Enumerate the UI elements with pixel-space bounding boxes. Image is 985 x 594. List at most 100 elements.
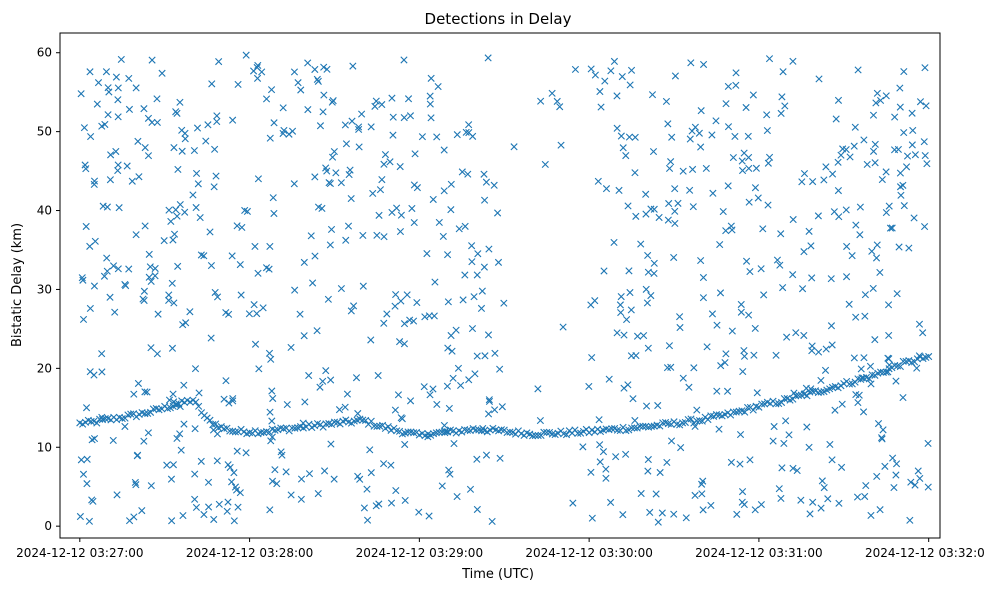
data-point (328, 98, 336, 106)
data-point (458, 168, 466, 176)
data-point (88, 496, 96, 504)
data-point (287, 343, 295, 352)
data-point (817, 504, 825, 512)
data-point (211, 145, 219, 153)
data-point (837, 463, 846, 471)
data-point (372, 97, 380, 105)
data-point (343, 390, 352, 398)
data-point (480, 170, 488, 178)
data-point (740, 352, 749, 360)
data-point (892, 460, 901, 468)
data-point (220, 425, 228, 433)
data-point (724, 182, 732, 190)
data-point (285, 130, 293, 138)
data-point (871, 336, 879, 344)
data-point (238, 223, 246, 232)
data-point (232, 486, 241, 494)
data-point (279, 129, 287, 138)
data-point (665, 199, 673, 208)
data-point (380, 319, 388, 327)
data-point (193, 124, 202, 132)
data-point (165, 296, 173, 304)
data-point (378, 100, 386, 109)
data-point (363, 516, 372, 524)
data-point (320, 63, 328, 71)
data-point (556, 103, 564, 111)
data-point (445, 466, 453, 474)
data-point (294, 79, 302, 87)
data-point (763, 127, 771, 135)
data-point (335, 406, 344, 414)
data-point (619, 144, 627, 152)
data-point (667, 363, 675, 371)
data-point (789, 464, 797, 472)
data-point (612, 453, 620, 461)
data-point (362, 416, 370, 425)
data-point (872, 254, 881, 262)
data-point (327, 225, 336, 234)
data-point (741, 408, 749, 416)
data-point (882, 92, 890, 100)
data-point (764, 159, 772, 167)
data-point (202, 137, 210, 145)
data-point (853, 493, 862, 501)
data-point (426, 391, 434, 399)
data-point (895, 243, 903, 251)
data-point (347, 195, 355, 203)
data-point (911, 481, 919, 489)
data-point (579, 443, 587, 451)
data-point (842, 273, 851, 281)
data-point (863, 160, 871, 169)
data-point (140, 287, 148, 295)
data-point (625, 133, 634, 141)
data-point (697, 257, 705, 265)
data-point (168, 344, 177, 352)
data-point (876, 506, 884, 514)
data-point (729, 153, 737, 162)
data-point (233, 447, 241, 455)
data-point (123, 162, 131, 170)
data-point (381, 151, 390, 159)
data-point (206, 228, 214, 236)
data-point (104, 84, 112, 92)
data-point (882, 168, 890, 176)
data-point (699, 477, 707, 485)
data-point (473, 455, 481, 463)
data-point (882, 208, 890, 217)
data-point (172, 206, 180, 214)
data-point (782, 417, 790, 425)
data-point (257, 428, 265, 437)
data-point (297, 495, 305, 503)
data-point (772, 400, 780, 408)
data-point (230, 517, 238, 525)
data-point (630, 424, 638, 432)
data-point (145, 273, 153, 281)
data-point (344, 222, 353, 230)
data-point (479, 424, 487, 432)
data-points (76, 51, 933, 526)
data-point (313, 75, 321, 83)
data-point (642, 402, 651, 410)
data-point (251, 242, 259, 251)
data-point (128, 177, 136, 185)
data-point (480, 196, 489, 204)
data-point (783, 333, 791, 341)
data-point (222, 377, 230, 385)
data-point (290, 180, 298, 188)
data-point (359, 416, 367, 424)
data-point (98, 413, 106, 421)
data-point (482, 178, 491, 186)
data-point (574, 429, 582, 437)
data-point (805, 443, 813, 451)
data-point (619, 511, 627, 519)
data-point (82, 404, 91, 412)
data-point (103, 267, 111, 275)
data-point (354, 409, 362, 418)
data-point (531, 431, 539, 440)
data-point (441, 427, 450, 435)
data-point (754, 194, 762, 202)
y-tick-label: 60 (37, 46, 52, 60)
data-point (830, 208, 838, 216)
data-point (534, 385, 542, 393)
data-point (905, 244, 913, 252)
